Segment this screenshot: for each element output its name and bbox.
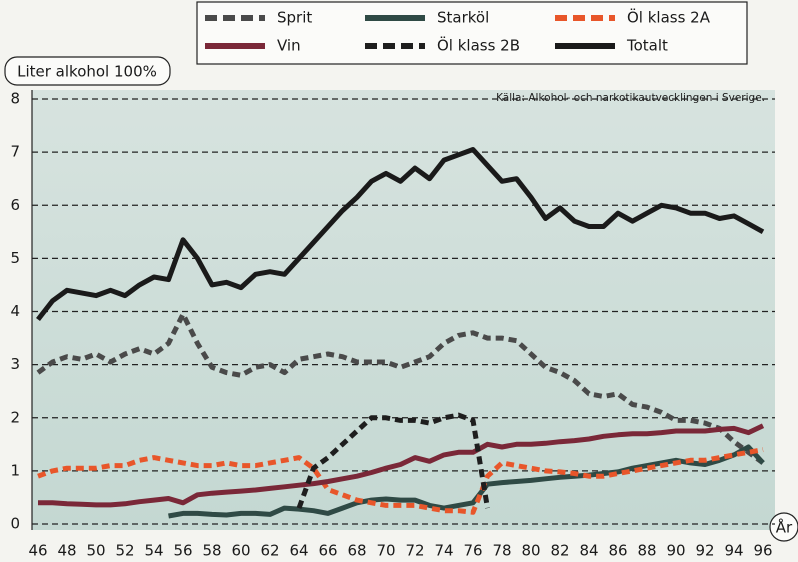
legend-label: Totalt	[626, 37, 668, 55]
x-tick-label: 94	[724, 542, 743, 560]
y-tick-label: 6	[10, 196, 20, 214]
y-label-box	[4, 56, 171, 86]
x-tick-label: 72	[405, 542, 424, 560]
x-tick-label: 74	[434, 542, 453, 560]
x-tick-label: 84	[579, 542, 598, 560]
y-tick-label: 4	[10, 302, 20, 320]
x-tick-label: 58	[202, 542, 221, 560]
y-tick-label: 2	[10, 408, 20, 426]
legend-label: Starköl	[437, 9, 489, 27]
y-tick-label: 8	[10, 90, 20, 108]
x-tick-label: 48	[57, 542, 76, 560]
x-tick-label: 52	[115, 542, 134, 560]
x-tick-label: 70	[376, 542, 395, 560]
y-tick-label: 1	[10, 461, 20, 479]
y-axis-label: Liter alkohol 100%	[17, 63, 157, 81]
x-tick-label: 90	[666, 542, 685, 560]
legend-label: Öl klass 2A	[627, 8, 711, 27]
x-tick-label: 78	[492, 542, 511, 560]
x-tick-label: 88	[637, 542, 656, 560]
x-tick-label: 92	[695, 542, 714, 560]
y-tick-label: 7	[10, 143, 20, 161]
x-tick-label: 62	[260, 542, 279, 560]
x-tick-label: 82	[550, 542, 569, 560]
series-line	[37, 447, 764, 515]
y-tick-label: 3	[10, 355, 20, 373]
series-line	[36, 147, 765, 322]
x-tick-label: 66	[318, 542, 337, 560]
x-tick-label: 68	[347, 542, 366, 560]
x-tick-label: 80	[521, 542, 540, 560]
x-tick-label: 54	[144, 542, 163, 560]
x-tick-label: 86	[608, 542, 627, 560]
x-tick-label: 56	[173, 542, 192, 560]
series-line	[168, 444, 765, 519]
x-label-circle	[769, 512, 798, 542]
x-tick-label: 64	[289, 542, 308, 560]
x-axis-label: År	[776, 518, 793, 537]
y-tick-label: 0	[10, 515, 20, 533]
series-line	[36, 311, 765, 465]
x-tick-label: 60	[231, 542, 250, 560]
x-tick-label: 76	[463, 542, 482, 560]
x-tick-label: 50	[86, 542, 105, 560]
legend-label: Öl klass 2B	[437, 36, 520, 55]
y-tick-label: 5	[10, 249, 20, 267]
source: Källa: Alkohol- och narkotikautvecklinge…	[496, 92, 765, 104]
x-tick-label: 96	[753, 542, 772, 560]
legend-box	[196, 1, 748, 65]
legend-label: Sprit	[277, 9, 312, 27]
series-line	[38, 423, 765, 508]
legend-label: Vin	[277, 37, 301, 55]
x-tick-label: 46	[28, 542, 47, 560]
